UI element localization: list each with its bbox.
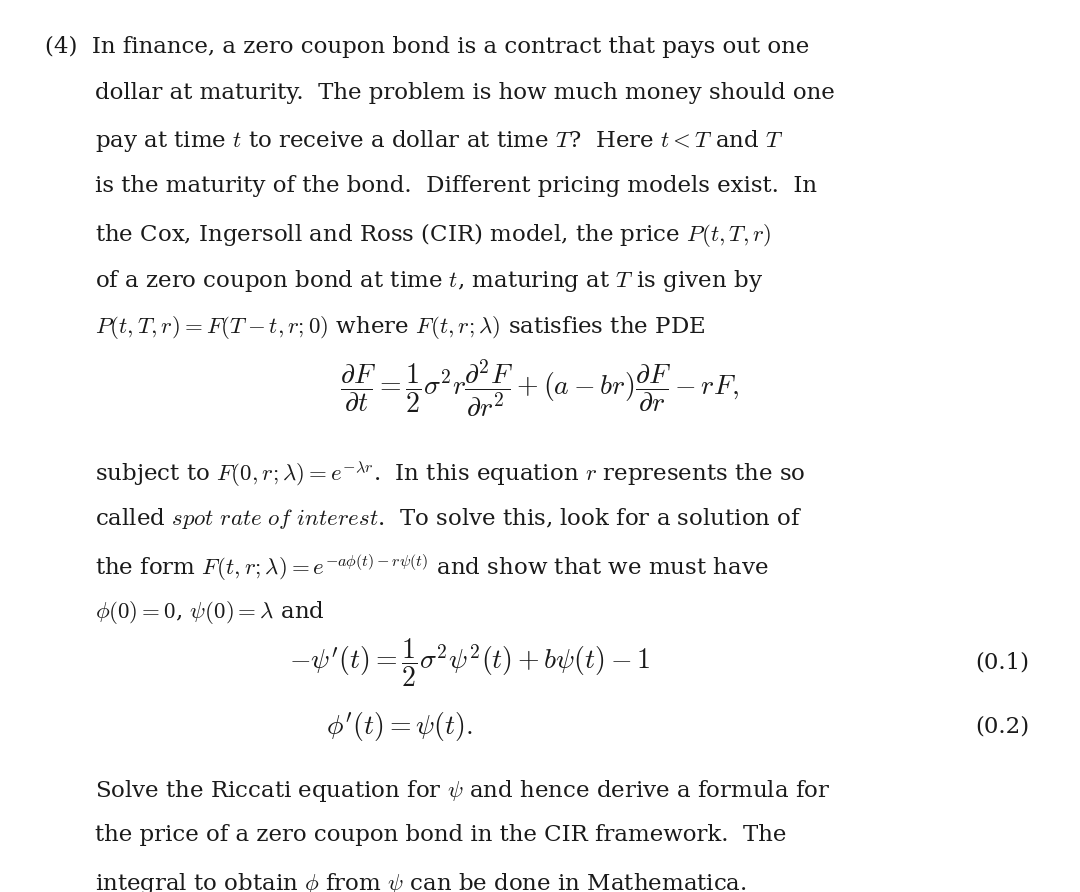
Text: integral to obtain $\phi$ from $\psi$ can be done in Mathematica.: integral to obtain $\phi$ from $\psi$ ca… (95, 871, 746, 892)
Text: pay at time $t$ to receive a dollar at time $T$?  Here $t < T$ and $T$: pay at time $t$ to receive a dollar at t… (95, 128, 784, 154)
Text: called $\it{spot\ rate\ of\ interest}$.  To solve this, look for a solution of: called $\it{spot\ rate\ of\ interest}$. … (95, 506, 802, 531)
Text: $\phi'(t) = \psi(t).$: $\phi'(t) = \psi(t).$ (326, 711, 473, 743)
Text: the Cox, Ingersoll and Ross (CIR) model, the price $P(t, T, r)$: the Cox, Ingersoll and Ross (CIR) model,… (95, 221, 771, 249)
Text: (0.2): (0.2) (975, 716, 1029, 738)
Text: $-\psi'(t) = \dfrac{1}{2}\sigma^2\psi^2(t) + b\psi(t) - 1$: $-\psi'(t) = \dfrac{1}{2}\sigma^2\psi^2(… (289, 636, 650, 690)
Text: (4)  In finance, a zero coupon bond is a contract that pays out one: (4) In finance, a zero coupon bond is a … (45, 36, 810, 58)
Text: $\dfrac{\partial F}{\partial t} = \dfrac{1}{2}\sigma^2 r \dfrac{\partial^2 F}{\p: $\dfrac{\partial F}{\partial t} = \dfrac… (340, 357, 740, 419)
Text: (0.1): (0.1) (975, 652, 1029, 673)
Text: the form $F(t, r; \lambda) = e^{-a\phi(t)-r\psi(t)}$ and show that we must have: the form $F(t, r; \lambda) = e^{-a\phi(t… (95, 552, 769, 583)
Text: subject to $F(0, r; \lambda) = e^{-\lambda r}$.  In this equation $r$ represents: subject to $F(0, r; \lambda) = e^{-\lamb… (95, 459, 806, 490)
Text: $\phi(0) = 0$, $\psi(0) = \lambda$ and: $\phi(0) = 0$, $\psi(0) = \lambda$ and (95, 599, 325, 625)
Text: dollar at maturity.  The problem is how much money should one: dollar at maturity. The problem is how m… (95, 82, 835, 104)
Text: $P(t, T, r) = F(T - t, r; 0)$ where $F(t, r; \lambda)$ satisfies the PDE: $P(t, T, r) = F(T - t, r; 0)$ where $F(t… (95, 314, 705, 341)
Text: is the maturity of the bond.  Different pricing models exist.  In: is the maturity of the bond. Different p… (95, 175, 818, 197)
Text: Solve the Riccati equation for $\psi$ and hence derive a formula for: Solve the Riccati equation for $\psi$ an… (95, 778, 831, 804)
Text: the price of a zero coupon bond in the CIR framework.  The: the price of a zero coupon bond in the C… (95, 824, 786, 847)
Text: of a zero coupon bond at time $t$, maturing at $T$ is given by: of a zero coupon bond at time $t$, matur… (95, 268, 764, 293)
